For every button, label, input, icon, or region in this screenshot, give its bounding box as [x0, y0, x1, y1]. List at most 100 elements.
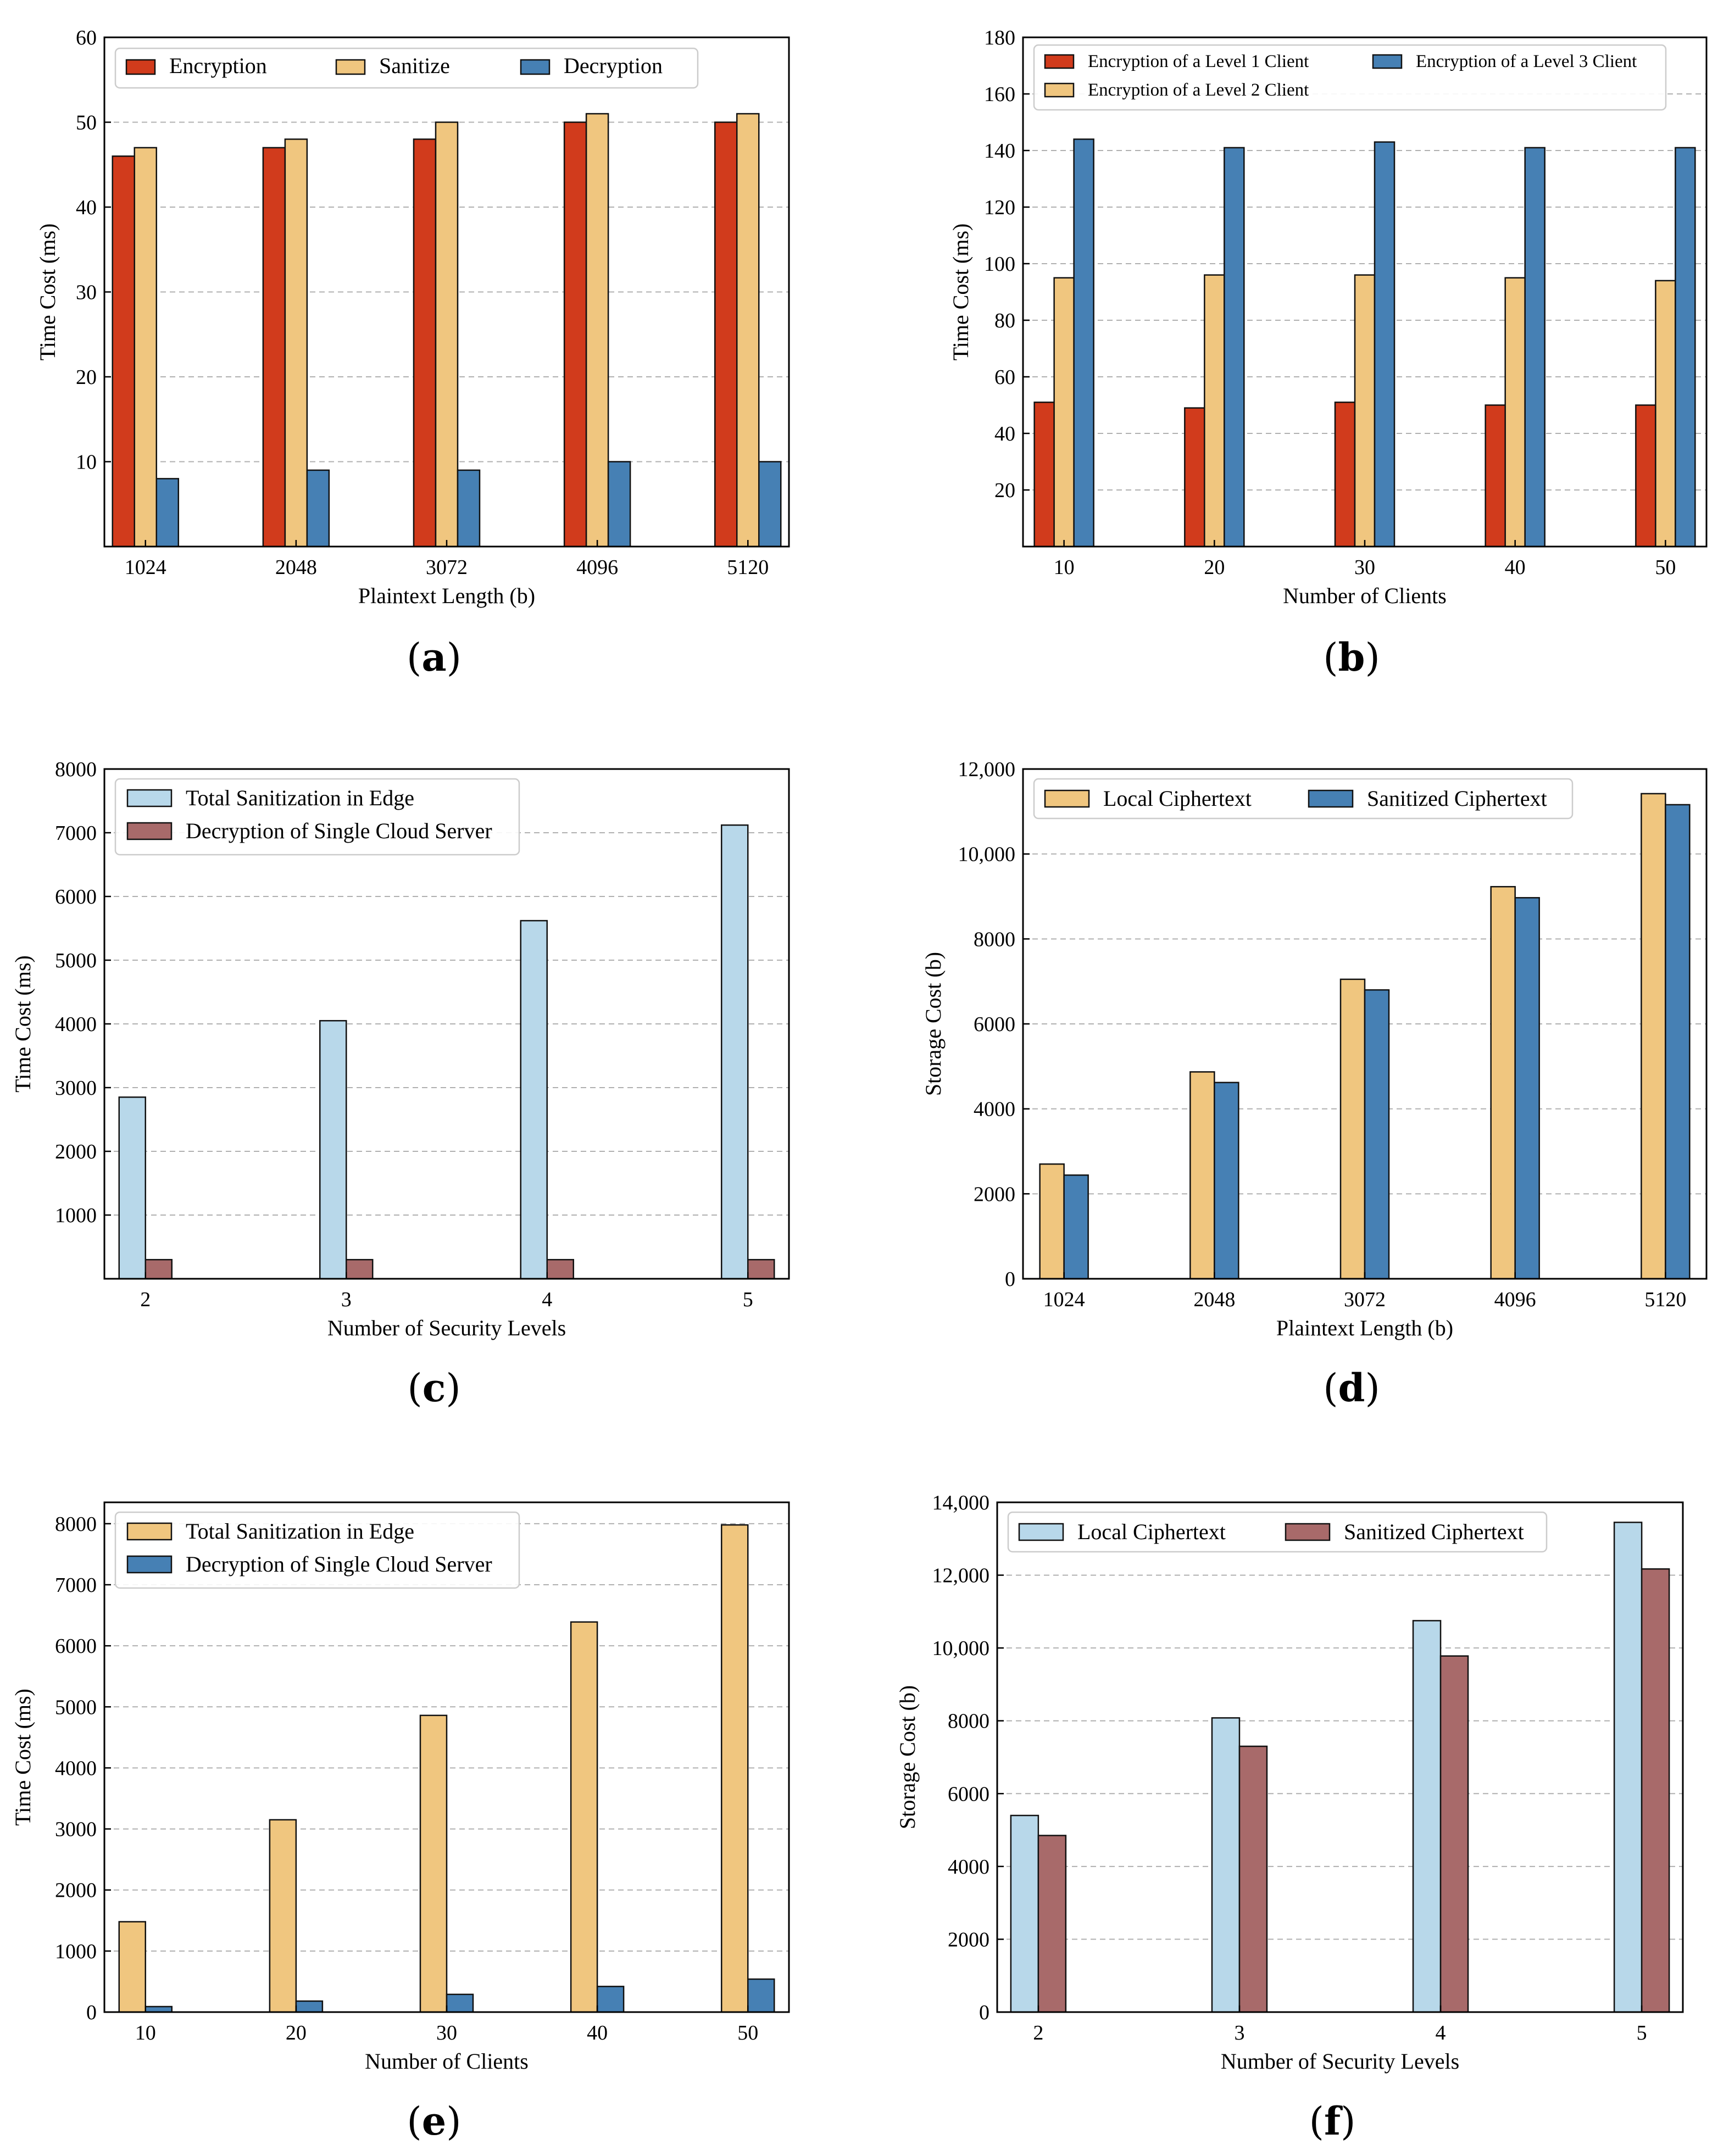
y-axis-label: Storage Cost (b)	[895, 1685, 920, 1829]
legend-label: Local Ciphertext	[1077, 1519, 1226, 1544]
y-tick-label: 8000	[974, 928, 1015, 951]
bar-a-s2-2	[457, 469, 481, 548]
y-tick-label: 40	[76, 196, 97, 219]
legend-swatch	[126, 789, 173, 807]
bar-a-s1-2	[435, 121, 459, 548]
bar-f-s1-1	[1238, 1745, 1268, 2013]
y-tick-label: 10,000	[932, 1637, 990, 1660]
y-tick-label: 12,000	[958, 758, 1016, 781]
bar-d-s1-0	[1063, 1174, 1089, 1280]
y-tick-label: 3000	[55, 1818, 97, 1841]
bar-e-s1-1	[295, 2000, 324, 2013]
legend-swatch	[125, 59, 156, 75]
bar-b-s0-0	[1033, 402, 1055, 548]
x-tick-label: 1024	[1043, 1288, 1085, 1311]
y-tick-label: 2000	[55, 1879, 97, 1902]
y-tick-label: 5000	[55, 1696, 97, 1719]
bar-e-s0-1	[269, 1819, 297, 2013]
bar-c-s1-0	[144, 1258, 173, 1280]
plot-frame	[996, 1501, 1684, 2013]
x-tick-label: 5	[743, 1288, 753, 1311]
y-tick-label: 120	[984, 196, 1015, 219]
bar-e-s1-4	[747, 1978, 775, 2013]
y-tick-label: 12,000	[932, 1564, 990, 1587]
y-tick-label: 20	[76, 366, 97, 389]
panel-label-f: (f)	[1309, 2098, 1356, 2144]
bar-c-s0-0	[118, 1096, 147, 1280]
bar-b-s1-2	[1354, 274, 1376, 548]
bar-a-s0-2	[413, 138, 437, 548]
chart-a: 10 20 30 40 50 60 1024 2048 3072 4096 5120 Plaintex…	[35, 26, 790, 608]
x-tick-label: 3	[1234, 2021, 1244, 2044]
y-tick-label: 2000	[948, 1928, 989, 1951]
x-axis-label: Number of Clients	[1283, 583, 1447, 608]
x-tick-label: 3072	[426, 556, 468, 579]
bar-d-s0-3	[1490, 885, 1516, 1280]
y-tick-label: 100	[984, 253, 1015, 276]
bar-b-s0-3	[1485, 404, 1506, 548]
legend-label: Sanitized Ciphertext	[1367, 786, 1547, 811]
legend-swatch	[1372, 54, 1403, 69]
y-tick-label: 7000	[55, 1574, 97, 1597]
y-tick-label: 6000	[55, 885, 97, 909]
legend-swatch	[1044, 82, 1075, 98]
legend-label: Decryption of Single Cloud Server	[186, 1552, 492, 1576]
bar-a-s0-1	[262, 147, 286, 548]
legend-label: Decryption	[564, 53, 663, 78]
x-tick-label: 4096	[1494, 1288, 1536, 1311]
bar-c-s1-3	[747, 1258, 775, 1280]
legend-box	[114, 778, 520, 856]
legend-label: Encryption of a Level 3 Client	[1416, 52, 1637, 71]
y-tick-label: 140	[984, 140, 1015, 163]
y-tick-label: 10	[76, 451, 97, 474]
y-tick-label: 4000	[974, 1098, 1015, 1121]
y-tick-label: 3000	[55, 1077, 97, 1100]
x-tick-label: 30	[1354, 556, 1375, 579]
bar-d-s1-4	[1665, 804, 1691, 1280]
bar-b-s0-1	[1184, 407, 1205, 548]
y-tick-label: 0	[979, 2001, 989, 2024]
y-tick-label: 14,000	[932, 1491, 990, 1514]
bar-a-s1-0	[134, 147, 158, 548]
y-axis-label: Time Cost (ms)	[10, 955, 35, 1093]
x-tick-label: 10	[135, 2021, 156, 2044]
legend-box	[114, 1511, 520, 1589]
y-tick-label: 8000	[55, 1513, 97, 1536]
bar-a-s0-4	[714, 121, 738, 548]
bar-a-s2-4	[758, 461, 782, 548]
panel-label-a: (a)	[407, 634, 462, 680]
panel-label-d: (d)	[1323, 1365, 1380, 1411]
plot-frame	[103, 1501, 790, 2013]
bar-f-s1-2	[1439, 1655, 1469, 2013]
legend-label: Decryption of Single Cloud Server	[186, 818, 492, 843]
legend-label: Encryption of a Level 2 Client	[1088, 80, 1309, 100]
bar-d-s0-0	[1039, 1163, 1065, 1280]
bar-a-s2-1	[306, 469, 330, 548]
x-tick-label: 1024	[125, 556, 166, 579]
bar-f-s0-2	[1412, 1620, 1442, 2013]
y-tick-label: 1000	[55, 1940, 97, 1963]
bar-b-s1-4	[1655, 280, 1676, 548]
bar-f-s0-3	[1613, 1522, 1643, 2013]
y-axis-label: Storage Cost (b)	[921, 952, 946, 1096]
x-tick-label: 4096	[576, 556, 618, 579]
chart-c: 1000 2000 3000 4000 5000 6000 7000 8000 2 3 4 5 Numb…	[10, 758, 790, 1340]
x-tick-label: 40	[587, 2021, 608, 2044]
plot-frame	[103, 36, 790, 548]
y-tick-label: 8000	[55, 758, 97, 781]
x-tick-label: 40	[1505, 556, 1526, 579]
bar-d-s0-4	[1641, 793, 1666, 1280]
legend-swatch	[126, 1555, 173, 1574]
bar-b-s1-0	[1053, 277, 1075, 548]
x-tick-label: 4	[542, 1288, 552, 1311]
x-tick-label: 5120	[727, 556, 769, 579]
bar-a-s0-0	[112, 155, 136, 548]
bar-d-s1-2	[1364, 989, 1390, 1280]
chart-f: 0 2000 4000 6000 8000 10,000 12,000 14,000 2 3 4 5 N…	[895, 1491, 1684, 2074]
plot-frame	[103, 768, 790, 1280]
y-tick-label: 6000	[948, 1782, 989, 1806]
y-tick-label: 6000	[55, 1635, 97, 1658]
x-tick-label: 50	[1655, 556, 1676, 579]
x-axis-label: Number of Security Levels	[327, 1316, 566, 1340]
